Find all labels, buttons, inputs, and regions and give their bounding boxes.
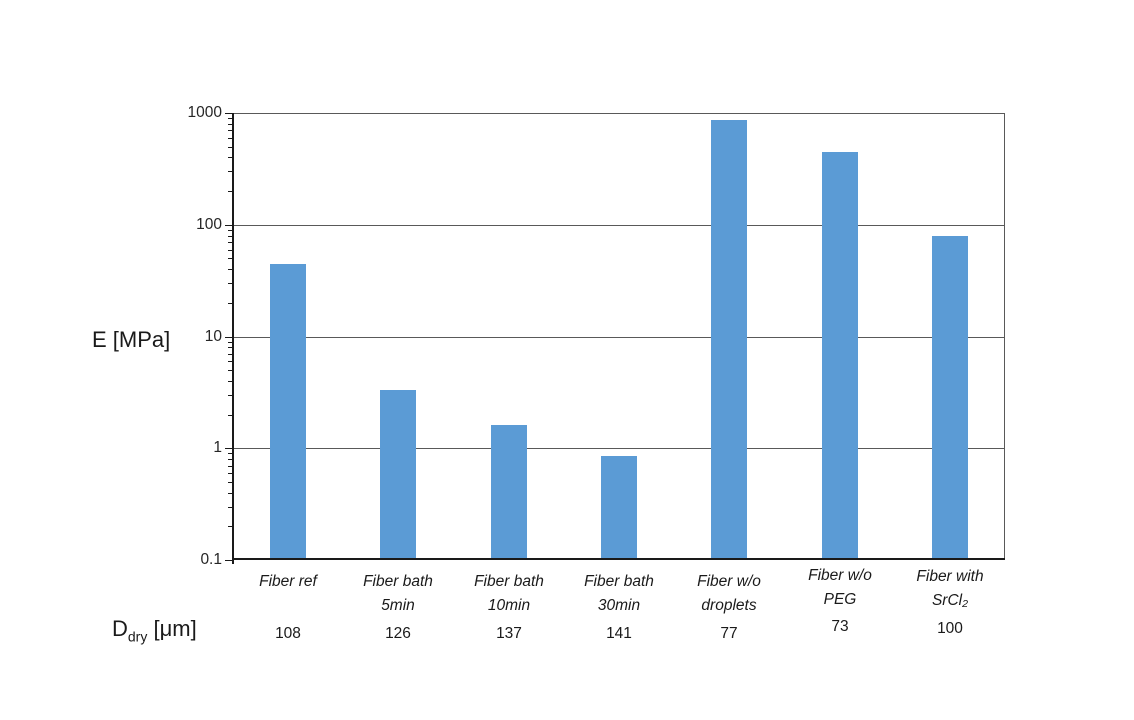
y-minor-tick xyxy=(228,381,233,382)
y-minor-tick xyxy=(228,147,233,148)
category-label-line: Fiber bath xyxy=(474,573,544,590)
y-minor-tick xyxy=(228,526,233,527)
y-major-tick xyxy=(225,337,233,338)
d-dry-subscript: dry xyxy=(127,628,148,645)
d-dry-value-fiber-wo-peg: 73 xyxy=(831,618,849,635)
bar-fiber-bath-5min xyxy=(380,390,416,558)
category-label-fiber-wo-peg: Fiber w/o PEG xyxy=(784,564,896,612)
d-dry-axis-title: Ddry [μm] xyxy=(112,616,197,644)
y-minor-tick xyxy=(228,303,233,304)
y-minor-tick xyxy=(228,361,233,362)
y-minor-tick xyxy=(228,507,233,508)
bar-fiber-with-srcl2 xyxy=(932,236,968,558)
y-minor-tick xyxy=(228,250,233,251)
y-major-tick xyxy=(225,448,233,449)
category-label-line: Fiber ref xyxy=(259,573,317,590)
y-major-tick xyxy=(225,225,233,226)
bar-fiber-wo-peg xyxy=(822,152,858,558)
d-dry-value-fiber-bath-30min: 141 xyxy=(606,625,632,642)
plot-border-right xyxy=(1004,113,1005,559)
y-minor-tick xyxy=(228,191,233,192)
y-tick-label-1000: 1000 xyxy=(187,104,222,121)
y-tick-label-10: 10 xyxy=(204,328,222,345)
y-minor-tick xyxy=(228,283,233,284)
category-label-line: Fiber with xyxy=(916,568,984,585)
category-label-line: droplets xyxy=(701,597,757,614)
y-minor-tick xyxy=(228,242,233,243)
y-minor-tick xyxy=(228,347,233,348)
y-minor-tick xyxy=(228,493,233,494)
category-label-line: PEG xyxy=(823,591,857,608)
category-label-line: 30min xyxy=(597,597,641,614)
category-label-fiber-wo-droplets: Fiber w/o droplets xyxy=(673,570,785,618)
d-dry-symbol: D xyxy=(112,616,128,641)
y-minor-tick xyxy=(228,124,233,125)
y-minor-tick xyxy=(228,354,233,355)
y-axis-line xyxy=(232,113,234,564)
category-label-fiber-bath-5min: Fiber bath 5min xyxy=(342,570,454,618)
y-minor-tick xyxy=(228,466,233,467)
y-minor-tick xyxy=(228,269,233,270)
y-minor-tick xyxy=(228,473,233,474)
category-label-line: 10min xyxy=(487,597,531,614)
category-label-fiber-with-srcl2: Fiber with SrCl₂ xyxy=(894,565,1006,613)
d-dry-value-fiber-bath-10min: 137 xyxy=(496,625,522,642)
category-label-line: 5min xyxy=(381,597,415,614)
bar-fiber-ref xyxy=(270,264,306,558)
y-major-tick xyxy=(225,560,233,561)
bar-fiber-bath-10min xyxy=(491,425,527,558)
y-minor-tick xyxy=(228,342,233,343)
gridline-10 xyxy=(234,337,1004,338)
y-tick-label-100: 100 xyxy=(196,216,222,233)
y-tick-label-0.1: 0.1 xyxy=(200,551,222,568)
y-minor-tick xyxy=(228,157,233,158)
y-minor-tick xyxy=(228,482,233,483)
category-label-line: Fiber w/o xyxy=(808,567,872,584)
category-label-line: Fiber bath xyxy=(363,573,433,590)
y-minor-tick xyxy=(228,171,233,172)
category-label-line: SrCl₂ xyxy=(931,592,969,609)
category-label-fiber-bath-30min: Fiber bath 30min xyxy=(563,570,675,618)
y-minor-tick xyxy=(228,230,233,231)
y-minor-tick xyxy=(228,415,233,416)
category-label-line: Fiber bath xyxy=(584,573,654,590)
plot-border-top xyxy=(233,113,1005,114)
bar-fiber-wo-droplets xyxy=(711,120,747,558)
d-dry-unit: [μm] xyxy=(153,616,197,641)
d-dry-value-fiber-with-srcl2: 100 xyxy=(937,620,963,637)
category-label-fiber-ref: Fiber ref xyxy=(232,570,344,594)
category-label-fiber-bath-10min: Fiber bath 10min xyxy=(453,570,565,618)
d-dry-value-fiber-bath-5min: 126 xyxy=(385,625,411,642)
y-minor-tick xyxy=(228,130,233,131)
gridline-1 xyxy=(234,448,1004,449)
y-minor-tick xyxy=(228,236,233,237)
y-major-tick xyxy=(225,113,233,114)
y-axis-title: E [MPa] xyxy=(92,327,171,352)
category-label-line: Fiber w/o xyxy=(697,573,761,590)
y-minor-tick xyxy=(228,395,233,396)
y-minor-tick xyxy=(228,459,233,460)
d-dry-value-fiber-wo-droplets: 77 xyxy=(720,625,738,642)
y-minor-tick xyxy=(228,118,233,119)
d-dry-value-fiber-ref: 108 xyxy=(275,625,301,642)
y-minor-tick xyxy=(228,138,233,139)
y-minor-tick xyxy=(228,370,233,371)
x-axis-line xyxy=(232,558,1005,560)
y-tick-label-1: 1 xyxy=(213,439,222,456)
y-minor-tick xyxy=(228,258,233,259)
y-minor-tick xyxy=(228,453,233,454)
bar-fiber-bath-30min xyxy=(601,456,637,558)
gridline-100 xyxy=(234,225,1004,226)
